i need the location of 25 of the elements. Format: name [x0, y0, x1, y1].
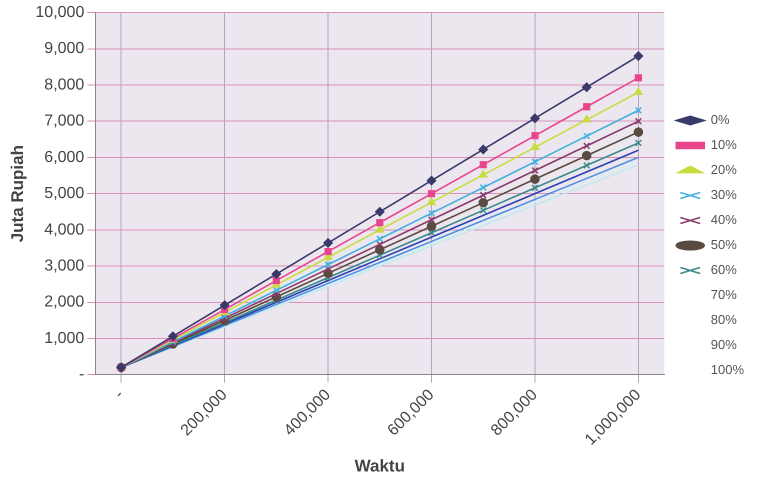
legend-label: 60% [710, 262, 738, 278]
text: 90% [710, 337, 738, 352]
legend-label: 40% [710, 212, 738, 228]
legend-label: 30% [710, 187, 738, 202]
text: 70% [710, 287, 738, 302]
y-tick-label: 4,000 [44, 221, 84, 238]
y-tick-label: - [79, 366, 84, 384]
legend-label: 50% [710, 237, 738, 252]
legend-label: 20% [710, 162, 738, 178]
y-tick-label: 1,000 [44, 330, 84, 347]
x-axis-title: Waktu [354, 456, 405, 476]
legend-label: 0% [710, 112, 730, 128]
x-tick-label: - [111, 386, 128, 402]
y-tick-label: 7,000 [44, 112, 84, 130]
y-tick-label: 2,000 [44, 294, 84, 311]
y-tick-label: 10,000 [35, 4, 84, 22]
text: 80% [710, 312, 738, 328]
y-tick-label: 3,000 [44, 257, 84, 274]
y-tick-label: 9,000 [44, 40, 84, 58]
y-axis-title: Juta Rupiah [8, 145, 27, 242]
legend-label: 10% [710, 137, 738, 152]
y-tick-label: 6,000 [44, 148, 84, 166]
y-tick-label: 8,000 [44, 76, 84, 94]
text: 100% [710, 362, 744, 378]
y-tick-label: 5,000 [44, 185, 84, 202]
